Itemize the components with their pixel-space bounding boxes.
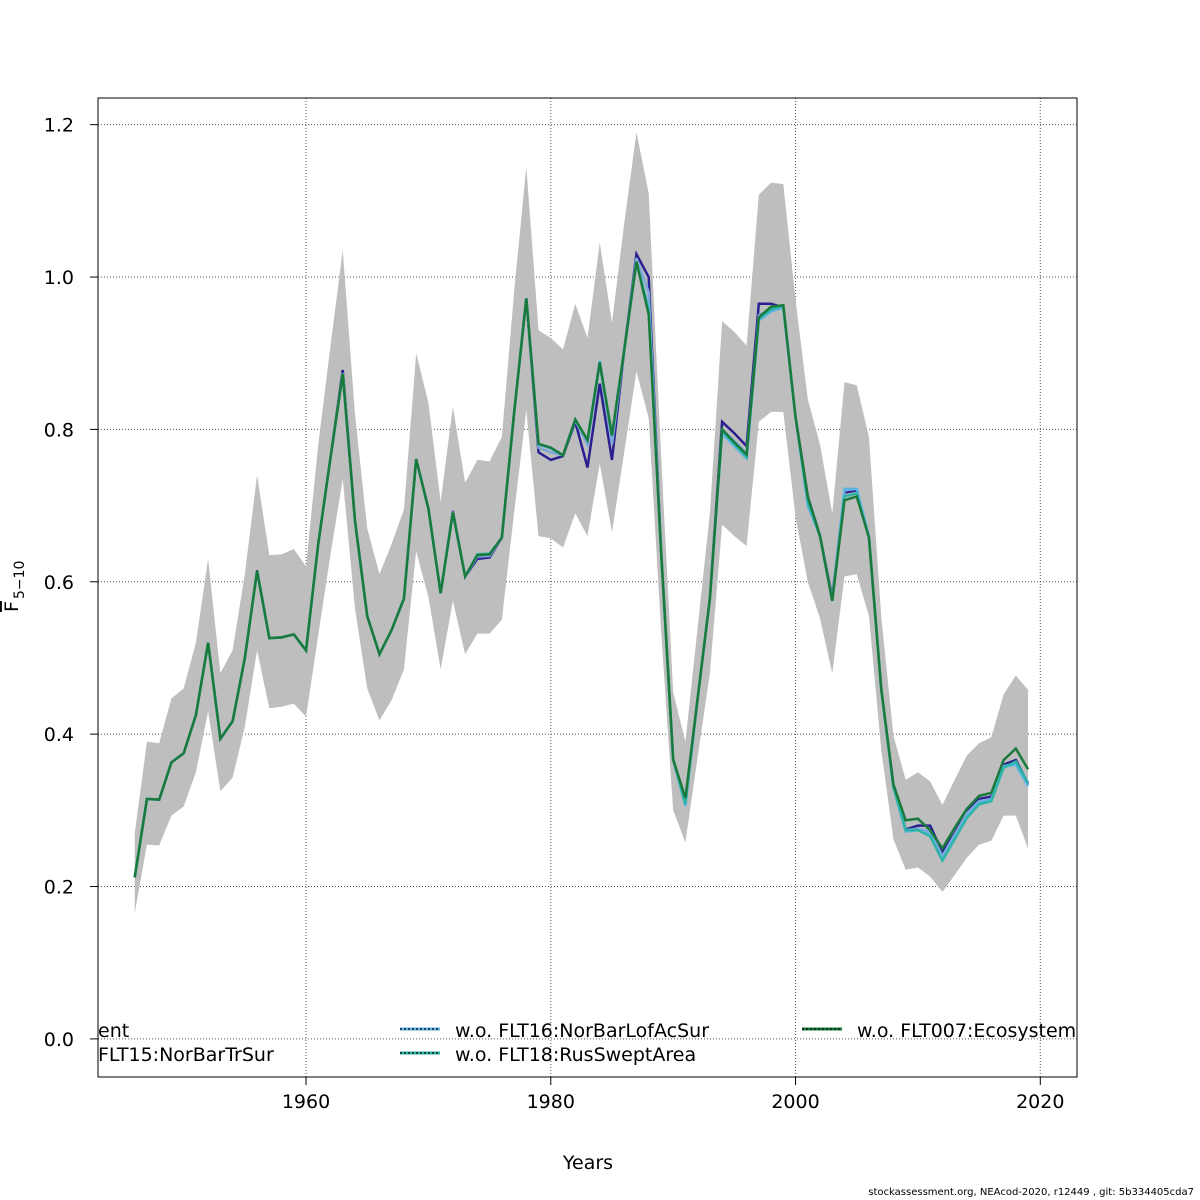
legend-label: w.o. FLT16:NorBarLofAcSur — [455, 1020, 709, 1042]
x-tick-label: 2000 — [771, 1091, 819, 1113]
y-tick-label: 1.2 — [44, 115, 74, 137]
plot-frame — [97, 97, 1078, 1078]
y-axis-label-subscript: 5−10 — [12, 561, 28, 599]
confidence-band — [134, 132, 1029, 914]
series-line — [133, 261, 1030, 878]
y-tick-label: 0.8 — [44, 419, 74, 441]
legend-label: w.o. FLT007:Ecosystem — [857, 1020, 1076, 1042]
y-axis: 0.0 0.2 0.4 0.6 0.8 1.0 1.2 — [44, 115, 98, 1051]
x-axis: 1960 1980 2000 2020 — [282, 1077, 1064, 1113]
y-axis-label-main: F — [1, 601, 23, 612]
y-tick-label: 0.4 — [44, 724, 74, 746]
footer-credit: stockassessment.org, NEAcod-2020, r12449… — [868, 1187, 1194, 1198]
y-tick-label: 1.0 — [44, 267, 74, 289]
legend-label: FLT15:NorBarTrSur — [98, 1044, 274, 1066]
legend-label: ent — [98, 1020, 129, 1042]
confidence-band-layer — [134, 132, 1029, 914]
x-tick-label: 1980 — [527, 1091, 575, 1113]
legend-label: w.o. FLT18:RusSweptArea — [455, 1044, 696, 1066]
y-tick-label: 0.0 — [44, 1029, 74, 1051]
series-lines — [133, 250, 1030, 878]
y-tick-label: 0.6 — [44, 572, 74, 594]
x-tick-label: 2020 — [1016, 1091, 1064, 1113]
x-axis-label: Years — [562, 1152, 613, 1174]
y-axis-label: F 5−10 — [1, 561, 28, 612]
x-tick-label: 1960 — [282, 1091, 330, 1113]
y-tick-label: 0.2 — [44, 877, 74, 899]
